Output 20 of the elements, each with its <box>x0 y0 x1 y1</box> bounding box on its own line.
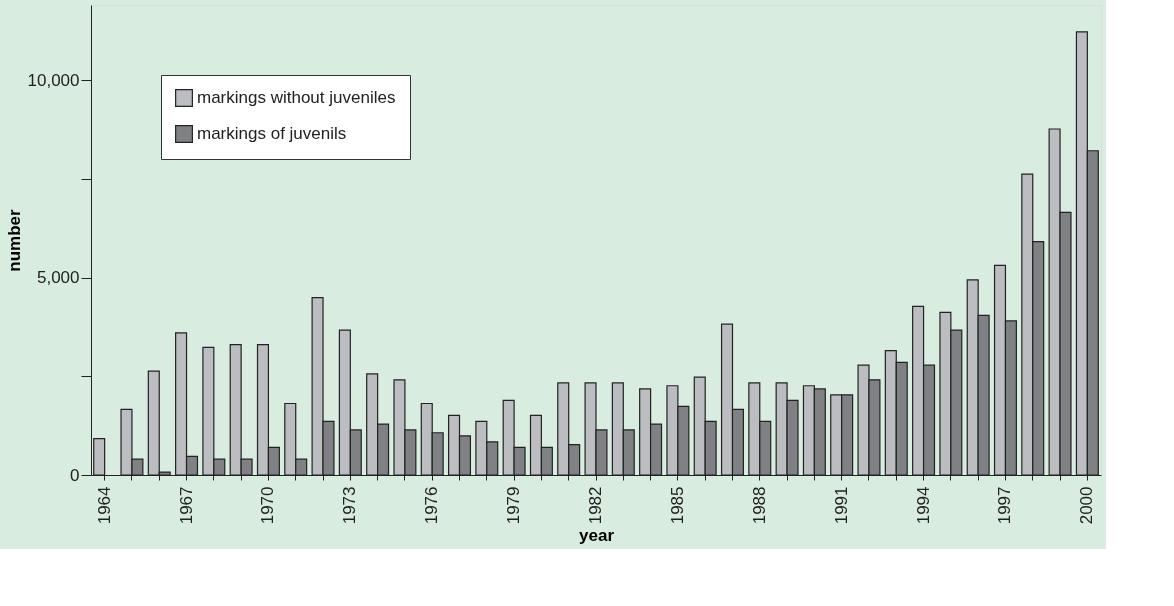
legend-label: markings of juvenils <box>197 124 347 143</box>
y-tick-label: 5,000 <box>36 268 80 288</box>
x-tick-label: 1988 <box>749 486 769 525</box>
x-tick-label: 2000 <box>1077 486 1097 525</box>
x-tick-label: 1967 <box>176 486 196 525</box>
x-tick-label: 1964 <box>94 486 114 525</box>
x-tick-label: 1970 <box>258 486 278 525</box>
y-axis-title: number <box>4 208 24 272</box>
y-tick-label: 10,000 <box>27 70 80 90</box>
x-tick-label: 1985 <box>667 486 687 525</box>
legend-label: markings without juveniles <box>197 88 396 107</box>
x-tick-label: 1991 <box>831 486 851 525</box>
y-tick-label: 0 <box>70 465 80 485</box>
x-tick-label: 1982 <box>586 486 605 525</box>
x-tick-label: 1997 <box>995 486 1015 525</box>
x-tick-label: 1979 <box>504 486 524 525</box>
x-tick-label: 1973 <box>340 486 360 525</box>
x-tick-label: 1976 <box>422 486 442 525</box>
x-axis-title: year <box>579 526 615 546</box>
x-tick-label: 1994 <box>913 486 933 525</box>
